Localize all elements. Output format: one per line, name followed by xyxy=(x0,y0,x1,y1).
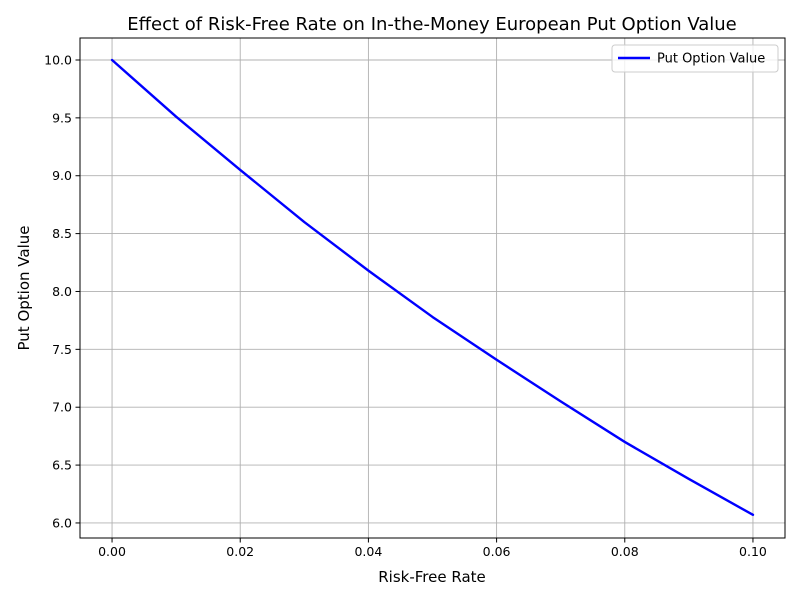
legend: Put Option Value xyxy=(611,44,779,73)
x-tick-label: 0.04 xyxy=(354,544,382,559)
x-tick-label: 0.02 xyxy=(226,544,254,559)
y-tick-label: 9.5 xyxy=(52,110,72,125)
y-tick-label: 6.5 xyxy=(52,458,72,473)
axes-layer xyxy=(79,37,786,539)
y-tick-label: 8.5 xyxy=(52,226,72,241)
y-tick-label: 10.0 xyxy=(44,52,72,67)
series-layer xyxy=(110,58,755,517)
legend-box xyxy=(611,44,779,73)
x-axis-label: Risk-Free Rate xyxy=(378,568,486,586)
grid-layer xyxy=(80,38,785,538)
ticks-layer: 0.00 0.02 0.04 0.06 0.08 0.10 6.0 6.5 7.0 7.5 8.0 8… xyxy=(44,52,767,559)
y-tick-label: 8.0 xyxy=(52,284,72,299)
x-tick-label: 0.10 xyxy=(739,544,767,559)
plot-frame xyxy=(79,37,786,539)
y-tick-label: 6.0 xyxy=(52,515,72,530)
y-axis-label: Put Option Value xyxy=(15,226,33,351)
legend-label: Put Option Value xyxy=(657,52,765,67)
series-line xyxy=(110,58,755,517)
x-tick-label: 0.00 xyxy=(98,544,126,559)
y-tick-label: 7.0 xyxy=(52,400,72,415)
chart-title: Effect of Risk-Free Rate on In-the-Money… xyxy=(127,14,737,35)
y-tick-label: 7.5 xyxy=(52,342,72,357)
y-tick-label: 9.0 xyxy=(52,168,72,183)
x-tick-label: 0.06 xyxy=(483,544,511,559)
x-tick-label: 0.08 xyxy=(611,544,639,559)
